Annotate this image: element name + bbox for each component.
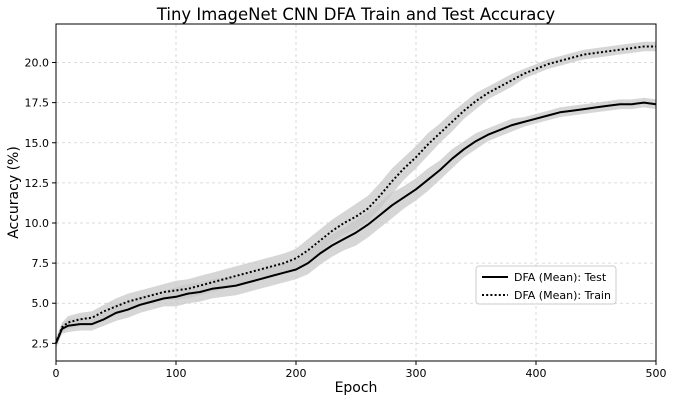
plot-frame [55, 23, 657, 362]
confidence-bands [56, 41, 656, 349]
y-axis-label: Accuracy (%) [6, 146, 22, 239]
y-axis-ticks: 2.5 5.0 7.5 10.0 12.5 15.0 17.5 20.0 [25, 57, 56, 350]
legend-train-label: DFA (Mean): Train [514, 289, 611, 302]
y-tick-label: 15.0 [25, 137, 50, 150]
line-series-1 [55, 45, 656, 344]
x-tick-label: 500 [646, 367, 667, 380]
legend: DFA (Mean): Test DFA (Mean): Train [475, 265, 617, 305]
x-tick-label: 400 [526, 367, 547, 380]
chart-title: Tiny ImageNet CNN DFA Train and Test Acc… [156, 5, 556, 24]
legend-box [475, 265, 617, 305]
x-tick-label: 0 [53, 367, 60, 380]
legend-test-label: DFA (Mean): Test [514, 271, 607, 284]
x-axis-label: Epoch [335, 380, 378, 396]
series-lines [55, 45, 657, 344]
line-series-0 [55, 101, 657, 344]
y-tick-label: 5.0 [32, 297, 50, 310]
y-tick-label: 17.5 [25, 97, 50, 110]
y-tick-label: 10.0 [25, 217, 50, 230]
x-axis-ticks: 0 100 200 300 400 500 [53, 361, 667, 380]
y-tick-label: 12.5 [25, 177, 50, 190]
y-tick-label: 7.5 [32, 257, 50, 270]
x-tick-label: 100 [166, 367, 187, 380]
x-tick-label: 300 [406, 367, 427, 380]
y-tick-label: 2.5 [32, 337, 50, 350]
x-tick-label: 200 [286, 367, 307, 380]
y-tick-label: 20.0 [25, 57, 50, 70]
